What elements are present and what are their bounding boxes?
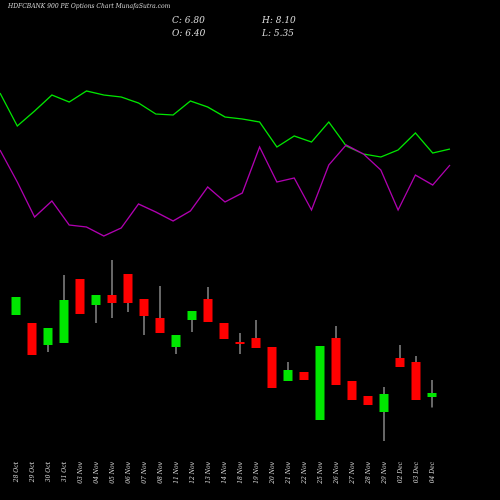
candle-body [91,295,101,305]
chart-title: HDFCBANK 900 PE Options Chart MunafaSutr… [7,3,171,10]
candle-body [155,318,165,333]
x-tick-label: 26 Nov [333,461,340,484]
x-tick-label: 22 Nov [301,461,308,484]
candle-body [235,342,245,344]
x-tick-label: 12 Nov [189,461,196,483]
x-tick-label: 29 Nov [381,461,388,484]
candle-body [171,335,181,347]
x-tick-label: 28 Nov [365,461,372,484]
indicator-line [0,144,451,237]
candle-body [331,338,341,385]
x-tick-label: 14 Nov [221,461,228,483]
x-tick-label: 21 Nov [285,461,292,484]
x-tick-label: 25 Nov [317,461,324,484]
indicator-line [0,90,451,158]
candle-body [219,323,229,339]
candle-body [379,394,389,412]
candle-body [315,346,325,420]
candle-body [59,300,69,343]
candle-body [43,328,53,345]
candle-body [75,279,85,314]
candle-body [283,370,293,381]
x-tick-label: 07 Nov [141,461,148,483]
candle-body [363,396,373,405]
x-tick-label: 29 Oct [29,461,36,483]
x-tick-label: 06 Nov [125,461,132,483]
low-info: L: 5.35 [261,29,294,39]
x-tick-label: 31 Oct [61,461,68,482]
x-tick-label: 20 Nov [269,461,276,484]
candle-body [251,338,261,348]
candle-body [123,274,133,303]
candle-body [27,323,37,355]
x-tick-label: 04 Nov [93,461,100,483]
x-tick-label: 30 Oct [45,461,52,482]
candle-body [347,381,357,400]
x-tick-label: 19 Nov [253,461,260,483]
x-tick-label: 05 Nov [109,461,116,483]
x-tick-label: 11 Nov [173,461,180,483]
candle-body [411,362,421,400]
candle-body [139,299,149,316]
candle-body [203,299,213,322]
x-tick-label: 28 Oct [13,461,20,483]
x-tick-label: 13 Nov [205,461,212,483]
x-tick-label: 08 Nov [157,461,164,483]
candle-body [427,393,437,397]
x-tick-label: 18 Nov [237,461,244,483]
candle-body [395,358,405,367]
candle-body [299,372,309,380]
open-info: O: 6.40 [172,29,206,39]
high-info: H: 8.10 [261,16,296,26]
x-tick-label: 03 Nov [77,461,84,483]
x-tick-label: 02 Dec [397,461,404,483]
x-tick-label: 03 Dec [413,461,420,483]
candle-body [107,295,117,303]
close-info: C: 6.80 [172,16,205,26]
candle-body [187,311,197,320]
x-tick-label: 04 Dec [429,461,436,483]
candle-body [267,347,277,388]
candle-body [11,297,21,315]
x-tick-label: 27 Nov [349,461,356,484]
